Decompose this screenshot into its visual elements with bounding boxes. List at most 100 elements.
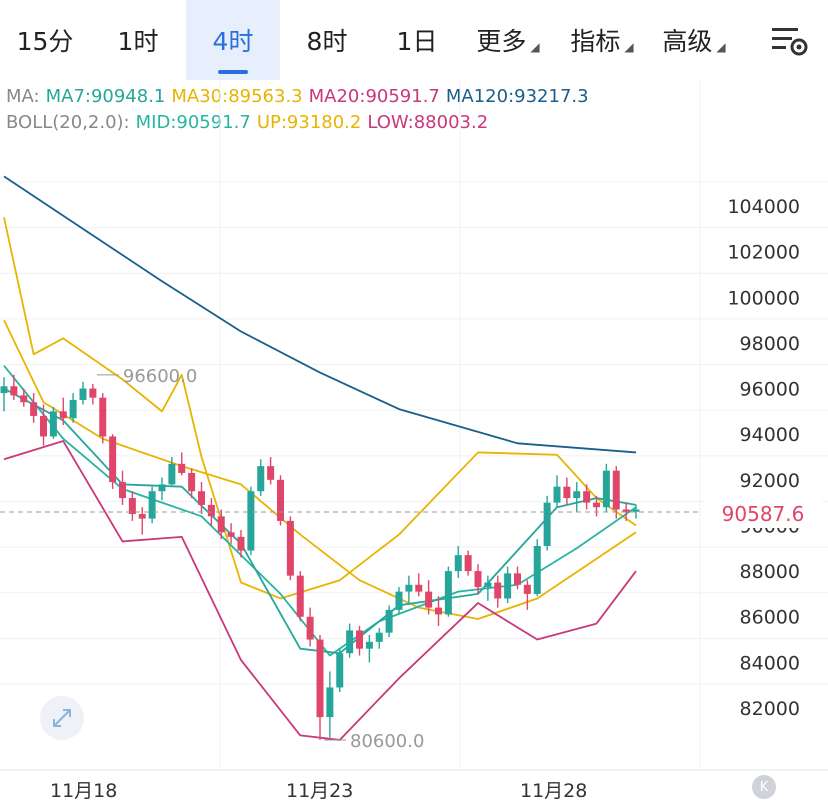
candle-body <box>20 395 28 403</box>
y-tick-label: 98000 <box>740 333 800 355</box>
y-tick-label: 100000 <box>727 287 800 309</box>
y-tick-label: 86000 <box>740 607 800 629</box>
candle-body <box>583 491 591 503</box>
candle-body <box>435 607 442 615</box>
candle-body <box>158 484 166 492</box>
boll-low-value: LOW:88003.2 <box>367 112 489 133</box>
tab-15m[interactable]: 15分 <box>16 27 74 56</box>
candle-body <box>119 482 126 499</box>
tab-1h[interactable]: 1时 <box>117 27 159 56</box>
series-line-ma30 <box>3 217 637 600</box>
candle-body <box>336 653 344 688</box>
ma20-value: MA20:90591.7 <box>308 86 440 107</box>
ma30-value: MA30:89563.3 <box>171 86 303 107</box>
y-tick-label: 82000 <box>740 698 800 720</box>
candle-body <box>356 630 363 649</box>
series-line-ma7 <box>3 387 637 655</box>
series-line-ma120 <box>3 175 637 454</box>
candle-body <box>514 573 521 585</box>
candle-body <box>464 555 472 572</box>
candle-body <box>346 630 354 654</box>
y-tick-label: 102000 <box>727 242 800 264</box>
candle-body <box>415 584 423 592</box>
boll-legend: BOLL(20,2.0): MID:90591.7 UP:93180.2 LOW:88… <box>6 112 494 133</box>
candle-body <box>30 402 38 416</box>
candle-body <box>543 502 551 546</box>
candle-body <box>138 514 146 519</box>
candle-body <box>188 472 196 492</box>
y-tick-label: 92000 <box>740 470 800 492</box>
candle-body <box>217 516 225 533</box>
candle-body <box>10 386 18 396</box>
candle-body <box>168 463 176 485</box>
candle-body <box>375 632 383 642</box>
candle-body <box>40 415 47 437</box>
candle-body <box>0 386 8 394</box>
candle-body <box>49 411 57 437</box>
candle-body <box>474 571 482 588</box>
tab-more[interactable]: 更多 ◢ <box>460 0 556 80</box>
tab-advanced[interactable]: 高级 ◢ <box>648 0 740 80</box>
candle-body <box>573 491 581 499</box>
tab-more-label: 更多 <box>476 27 527 56</box>
candle-body <box>593 502 600 508</box>
chart-settings-icon[interactable] <box>770 24 810 58</box>
y-tick-label: 94000 <box>740 424 800 446</box>
candle-body <box>385 609 393 633</box>
low-marker-label: 80600.0 <box>350 731 424 752</box>
candle-body <box>227 532 235 537</box>
candle-body <box>79 388 87 400</box>
y-tick-label: 96000 <box>740 379 800 401</box>
candle-body <box>306 616 314 640</box>
candle-body <box>365 641 373 649</box>
candle-body <box>198 491 205 505</box>
candle-body <box>89 388 97 398</box>
candle-body <box>553 486 561 503</box>
candle-body <box>563 486 571 499</box>
candle-body <box>533 545 541 594</box>
candle-body <box>128 498 136 515</box>
tab-4h[interactable]: 4时 <box>186 0 280 80</box>
candle-body <box>612 470 620 510</box>
expand-icon[interactable] <box>40 696 84 740</box>
candle-body <box>326 687 334 718</box>
x-tick-label: 11月18 <box>50 780 118 802</box>
x-tick-label: 11月28 <box>520 780 588 802</box>
tab-indicators[interactable]: 指标 ◢ <box>556 0 648 80</box>
current-price-tag: 90587.6 <box>704 500 822 528</box>
tab-8h[interactable]: 8时 <box>306 27 348 56</box>
ma-legend-prefix: MA: <box>6 86 40 107</box>
candle-body <box>316 639 324 718</box>
boll-legend-prefix: BOLL(20,2.0): <box>6 112 130 133</box>
boll-mid-value: MID:90591.7 <box>135 112 251 133</box>
candle-body <box>267 466 275 480</box>
candle-body <box>69 399 77 419</box>
candle-body <box>632 509 640 512</box>
candle-body <box>602 470 610 508</box>
dropdown-triangle-icon: ◢ <box>530 40 540 54</box>
candle-body <box>494 582 502 599</box>
dropdown-triangle-icon: ◢ <box>624 40 634 54</box>
candle-body <box>405 584 413 592</box>
dropdown-triangle-icon: ◢ <box>716 40 726 54</box>
y-tick-label: 104000 <box>727 196 800 218</box>
tab-1d[interactable]: 1日 <box>396 27 438 56</box>
candle-body <box>454 555 462 572</box>
tab-advanced-label: 高级 <box>662 27 713 56</box>
x-tick-label: 11月23 <box>286 780 354 802</box>
timeframe-tabs: 15分 1时 4时 8时 1日 更多 ◢ 指标 ◢ 高级 ◢ <box>0 0 828 80</box>
candle-body <box>277 479 284 521</box>
candle-body <box>237 536 245 551</box>
high-marker-label: 96600.0 <box>123 366 197 387</box>
candle-body <box>148 491 156 519</box>
candle-body <box>286 520 294 576</box>
k-icon[interactable]: K <box>752 775 776 799</box>
candle-body <box>444 571 452 615</box>
y-tick-label: 84000 <box>740 652 800 674</box>
candle-body <box>425 591 433 608</box>
candle-body <box>247 491 255 551</box>
candle-body <box>504 573 512 599</box>
boll-up-value: UP:93180.2 <box>256 112 362 133</box>
y-tick-label: 88000 <box>740 561 800 583</box>
